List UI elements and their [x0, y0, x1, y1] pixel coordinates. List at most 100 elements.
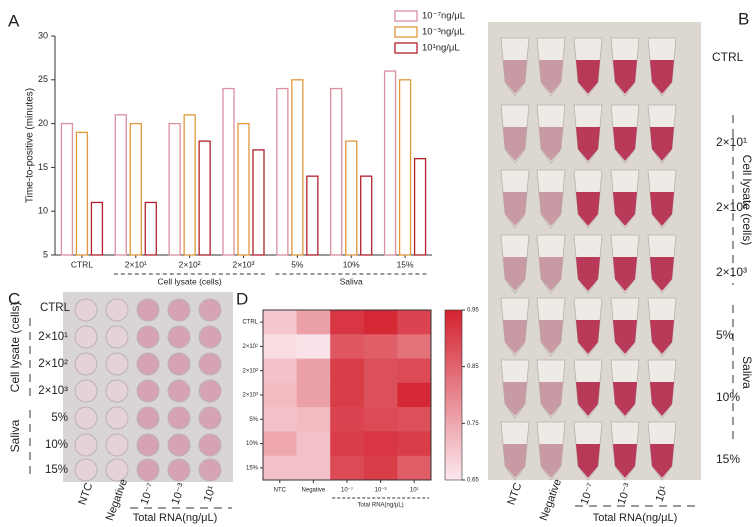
bar: [90, 201, 104, 256]
row-label: 5%: [716, 328, 734, 342]
y-tick-label: 25: [38, 74, 48, 84]
x-tick-label: 5%: [291, 259, 304, 269]
column-label: 10¹: [202, 484, 219, 503]
heat-cell: [397, 382, 432, 408]
heat-cell: [330, 310, 365, 335]
well: [198, 379, 222, 403]
well: [167, 458, 191, 482]
heat-cell: [363, 334, 398, 359]
tube-liquid: [539, 192, 563, 226]
group-label: Cell lysate (cells): [158, 276, 222, 286]
well: [167, 406, 191, 430]
column-label: 10⁻⁷: [341, 487, 353, 494]
colorbar-tick-label: 0.65: [467, 478, 479, 484]
tube-liquid: [576, 320, 600, 354]
legend-swatch: [394, 42, 418, 54]
tube-liquid: [503, 192, 527, 226]
row-label: CTRL: [40, 302, 71, 314]
x-tick-label: 10%: [343, 259, 360, 269]
heat-cell: [330, 431, 365, 457]
tube-liquid: [539, 320, 563, 354]
well: [198, 325, 222, 349]
heat-cell: [296, 407, 331, 432]
tube-liquid: [576, 192, 600, 226]
column-label: 10⁻⁷: [579, 482, 598, 507]
column-label: Negative: [538, 478, 564, 523]
bar: [276, 87, 289, 256]
well: [74, 433, 98, 457]
colorbar-tick-label: 0.85: [467, 364, 479, 370]
heat-cell: [330, 407, 365, 432]
heat-cell: [397, 407, 432, 432]
y-tick-label: 30: [38, 30, 48, 40]
well: [74, 325, 98, 349]
row-label: 2×10³: [716, 265, 747, 279]
bar: [360, 175, 373, 256]
well: [136, 325, 160, 349]
row-label: 2×10¹: [716, 135, 747, 149]
bar: [398, 79, 412, 256]
bar: [114, 114, 127, 256]
bar: [198, 140, 211, 256]
tube-liquid: [613, 127, 637, 161]
heat-cell: [263, 310, 297, 335]
x-tick-label: 2×10¹: [125, 259, 147, 269]
legend-swatch: [394, 10, 418, 22]
tube-liquid: [503, 127, 527, 161]
well: [74, 298, 98, 322]
bar: [168, 122, 181, 256]
column-label: Negative: [104, 478, 130, 523]
row-label: 5%: [51, 412, 68, 424]
tube-liquid: [650, 444, 674, 478]
well: [198, 458, 222, 482]
bar: [291, 79, 304, 256]
well: [105, 298, 129, 322]
heat-cell: [363, 382, 398, 408]
tube-liquid: [650, 382, 674, 416]
group-label: Saliva: [740, 356, 752, 389]
well: [74, 352, 98, 376]
colorbar: [444, 309, 463, 481]
heat-cell: [397, 358, 432, 384]
well: [136, 352, 160, 376]
well: [105, 406, 129, 430]
tube-liquid: [613, 257, 637, 291]
tube-liquid: [650, 127, 674, 161]
well: [105, 458, 129, 482]
heat-cell: [363, 431, 398, 457]
bar: [383, 70, 397, 256]
tube-liquid: [503, 60, 527, 94]
x-tick-label: CTRL: [71, 259, 93, 269]
legend-label: 10⁻⁷ng/μL: [422, 11, 465, 22]
tube-liquid: [539, 60, 563, 94]
bar: [75, 131, 89, 256]
heat-cell: [363, 358, 398, 384]
tube-liquid: [650, 320, 674, 354]
tube-liquid: [539, 444, 563, 478]
bar: [183, 114, 196, 256]
heat-cell: [263, 358, 297, 384]
x-tick-label: 2×10³: [233, 259, 255, 269]
tube-liquid: [503, 257, 527, 291]
heat-cell: [397, 455, 432, 481]
bar: [237, 122, 250, 256]
well: [198, 298, 222, 322]
heat-cell: [330, 455, 365, 481]
heat-cell: [397, 334, 432, 359]
panel-label: A: [8, 11, 20, 30]
legend-label: 10¹ng/μL: [422, 43, 460, 54]
heat-cell: [296, 455, 331, 481]
bar: [222, 87, 235, 256]
x-tick-label: 2×10²: [179, 259, 201, 269]
row-label: CTRL: [712, 50, 744, 64]
heat-cell: [397, 431, 432, 457]
well: [167, 379, 191, 403]
heat-cell: [397, 310, 432, 335]
heat-cell: [363, 310, 398, 335]
tube-liquid: [650, 257, 674, 291]
tube-liquid: [613, 320, 637, 354]
tube-liquid: [613, 444, 637, 478]
colorbar-tick-label: 0.95: [467, 308, 479, 314]
well: [105, 325, 129, 349]
